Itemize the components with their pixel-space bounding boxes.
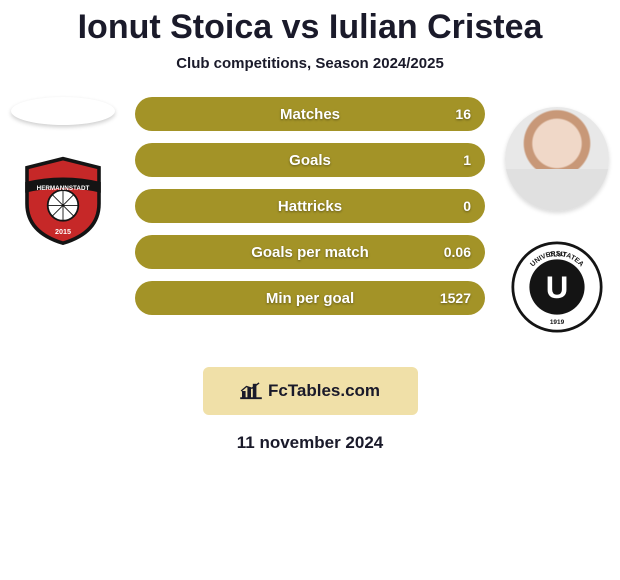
stat-bar-label: Goals per match xyxy=(251,244,369,261)
left-player-photo-placeholder xyxy=(11,97,115,125)
stat-bars: Matches 16 Goals 1 Hattricks 0 Goals per match… xyxy=(135,97,485,327)
shield-icon: HERMANNSTADT 2015 xyxy=(18,155,108,245)
stat-bar-value: 1 xyxy=(463,152,471,168)
page-title: Ionut Stoica vs Iulian Cristea xyxy=(0,0,620,47)
stat-bar-label: Goals xyxy=(289,152,331,169)
comparison-area: HERMANNSTADT 2015 U UNIVERSITATEA 1919 C… xyxy=(0,97,620,357)
right-club-year: 1919 xyxy=(550,319,565,326)
right-club-letter: U xyxy=(546,270,569,305)
stat-bar: Goals per match 0.06 xyxy=(135,235,485,269)
right-club-logo: U UNIVERSITATEA 1919 CLUJ xyxy=(511,241,603,333)
left-player-column: HERMANNSTADT 2015 xyxy=(8,97,118,245)
stat-bar-value: 0.06 xyxy=(444,244,471,260)
stat-bar-value: 1527 xyxy=(440,290,471,306)
stat-bar-label: Min per goal xyxy=(266,290,354,307)
stat-bar: Matches 16 xyxy=(135,97,485,131)
right-player-column: U UNIVERSITATEA 1919 CLUJ xyxy=(502,107,612,333)
brand-text: FcTables.com xyxy=(268,381,380,401)
left-club-year: 2015 xyxy=(55,227,71,236)
brand-box: FcTables.com xyxy=(203,367,418,415)
stat-bar-label: Matches xyxy=(280,106,340,123)
left-club-name: HERMANNSTADT xyxy=(37,185,90,192)
right-club-city: CLUJ xyxy=(549,252,566,259)
page-subtitle: Club competitions, Season 2024/2025 xyxy=(0,55,620,72)
date-label: 11 november 2024 xyxy=(0,433,620,453)
stat-bar-label: Hattricks xyxy=(278,198,342,215)
bar-chart-icon xyxy=(240,382,262,400)
stat-bar: Hattricks 0 xyxy=(135,189,485,223)
right-player-photo xyxy=(505,107,609,211)
ring-badge-icon: U UNIVERSITATEA 1919 CLUJ xyxy=(511,241,603,333)
stat-bar: Min per goal 1527 xyxy=(135,281,485,315)
stat-bar-value: 16 xyxy=(455,106,471,122)
left-club-logo: HERMANNSTADT 2015 xyxy=(18,155,108,245)
stat-bar: Goals 1 xyxy=(135,143,485,177)
stat-bar-value: 0 xyxy=(463,198,471,214)
